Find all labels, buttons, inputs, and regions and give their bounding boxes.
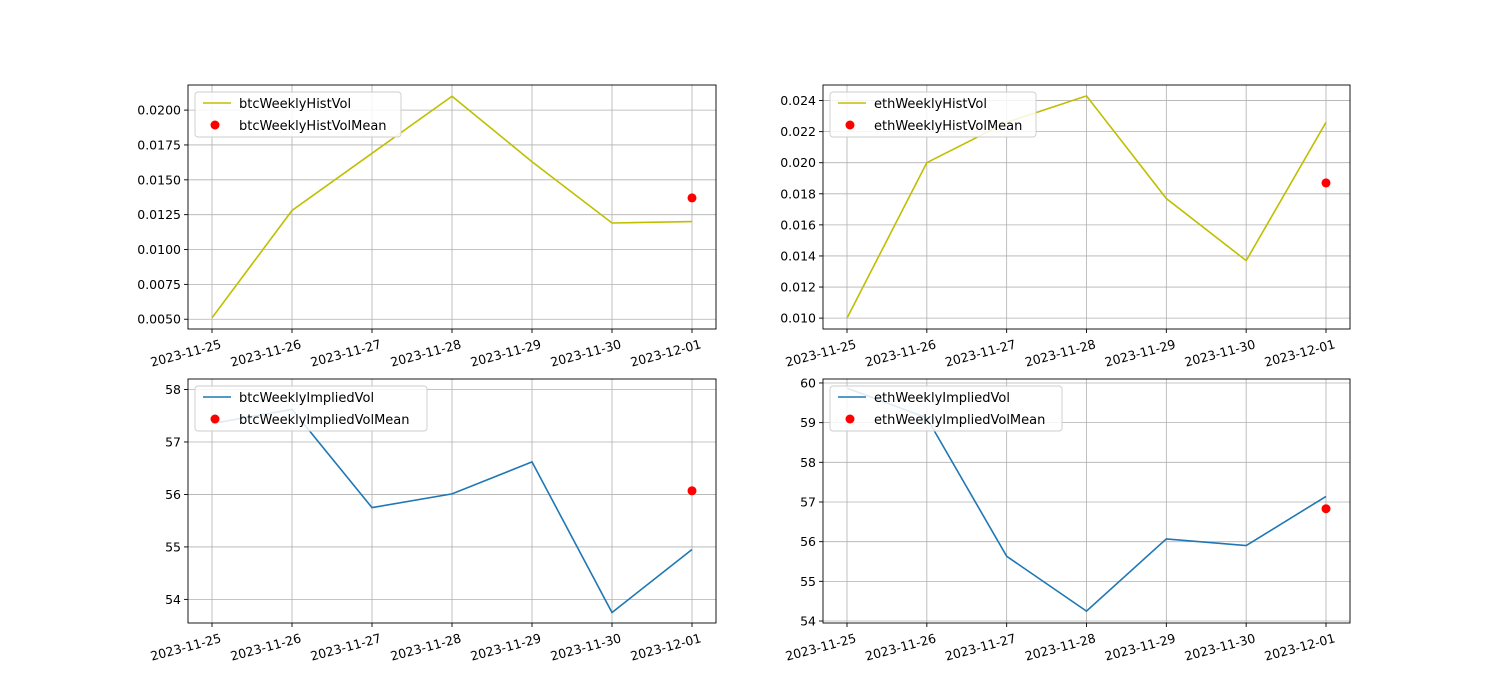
legend-label-ethWeeklyImpliedVol: ethWeeklyImpliedVol <box>874 391 1010 406</box>
y-tick-label: 0.016 <box>780 217 816 232</box>
legend-box <box>829 385 1063 432</box>
scatter-point-ethWeeklyHistVolMean <box>1321 178 1331 188</box>
legend-label-ethWeeklyHistVolMean: ethWeeklyHistVolMean <box>874 119 1022 134</box>
legend-marker-swatch <box>845 120 855 130</box>
y-tick-label: 0.0125 <box>137 207 181 222</box>
legend-label-btcWeeklyHistVolMean: btcWeeklyHistVolMean <box>239 119 387 134</box>
legend-marker-swatch <box>210 414 220 424</box>
y-tick-label: 0.0175 <box>137 137 181 152</box>
y-tick-label: 0.022 <box>780 124 816 139</box>
legend: ethWeeklyImpliedVol ethWeeklyImpliedVolMe… <box>829 385 1063 432</box>
legend-label-ethWeeklyHistVol: ethWeeklyHistVol <box>874 97 987 112</box>
y-tick-label: 0.0150 <box>137 172 181 187</box>
y-tick-label: 58 <box>800 455 816 470</box>
legend-label-ethWeeklyImpliedVolMean: ethWeeklyImpliedVolMean <box>874 413 1045 428</box>
legend-label-btcWeeklyImpliedVolMean: btcWeeklyImpliedVolMean <box>239 413 410 428</box>
y-tick-label: 55 <box>165 539 181 554</box>
y-tick-label: 0.0100 <box>137 242 181 257</box>
y-tick-label: 0.014 <box>780 248 816 263</box>
y-tick-label: 57 <box>800 494 816 509</box>
y-tick-label: 56 <box>165 487 181 502</box>
y-tick-label: 0.010 <box>780 311 816 326</box>
legend-label-btcWeeklyImpliedVol: btcWeeklyImpliedVol <box>239 391 374 406</box>
scatter-point-btcWeeklyHistVolMean <box>687 193 697 203</box>
y-tick-label: 0.0075 <box>137 277 181 292</box>
legend-box <box>194 385 428 432</box>
legend-marker-swatch <box>845 414 855 424</box>
y-tick-label: 0.018 <box>780 186 816 201</box>
legend-box <box>829 91 1037 138</box>
scatter-point-btcWeeklyImpliedVolMean <box>687 486 697 496</box>
y-tick-label: 56 <box>800 534 816 549</box>
legend-marker-swatch <box>210 120 220 130</box>
y-tick-label: 0.024 <box>780 93 816 108</box>
series-line-btcWeeklyHistVol <box>211 95 693 319</box>
y-tick-label: 60 <box>800 375 816 390</box>
legend-box <box>194 91 402 138</box>
y-tick-label: 55 <box>800 574 816 589</box>
y-tick-label: 0.0200 <box>137 103 181 118</box>
series-line-ethWeeklyHistVol <box>846 94 1327 319</box>
y-tick-label: 0.0050 <box>137 312 181 327</box>
y-tick-label: 54 <box>800 614 816 629</box>
y-tick-label: 0.012 <box>780 280 816 295</box>
legend-label-btcWeeklyHistVol: btcWeeklyHistVol <box>239 97 351 112</box>
legend: btcWeeklyHistVol btcWeeklyHistVolMean <box>194 91 402 138</box>
y-tick-label: 0.020 <box>780 155 816 170</box>
y-tick-label: 54 <box>165 592 181 607</box>
legend: ethWeeklyHistVol ethWeeklyHistVolMean <box>829 91 1037 138</box>
y-tick-label: 57 <box>165 434 181 449</box>
scatter-point-ethWeeklyImpliedVolMean <box>1321 504 1331 514</box>
y-tick-label: 59 <box>800 415 816 430</box>
legend: btcWeeklyImpliedVol btcWeeklyImpliedVolMe… <box>194 385 428 432</box>
y-tick-label: 58 <box>165 382 181 397</box>
